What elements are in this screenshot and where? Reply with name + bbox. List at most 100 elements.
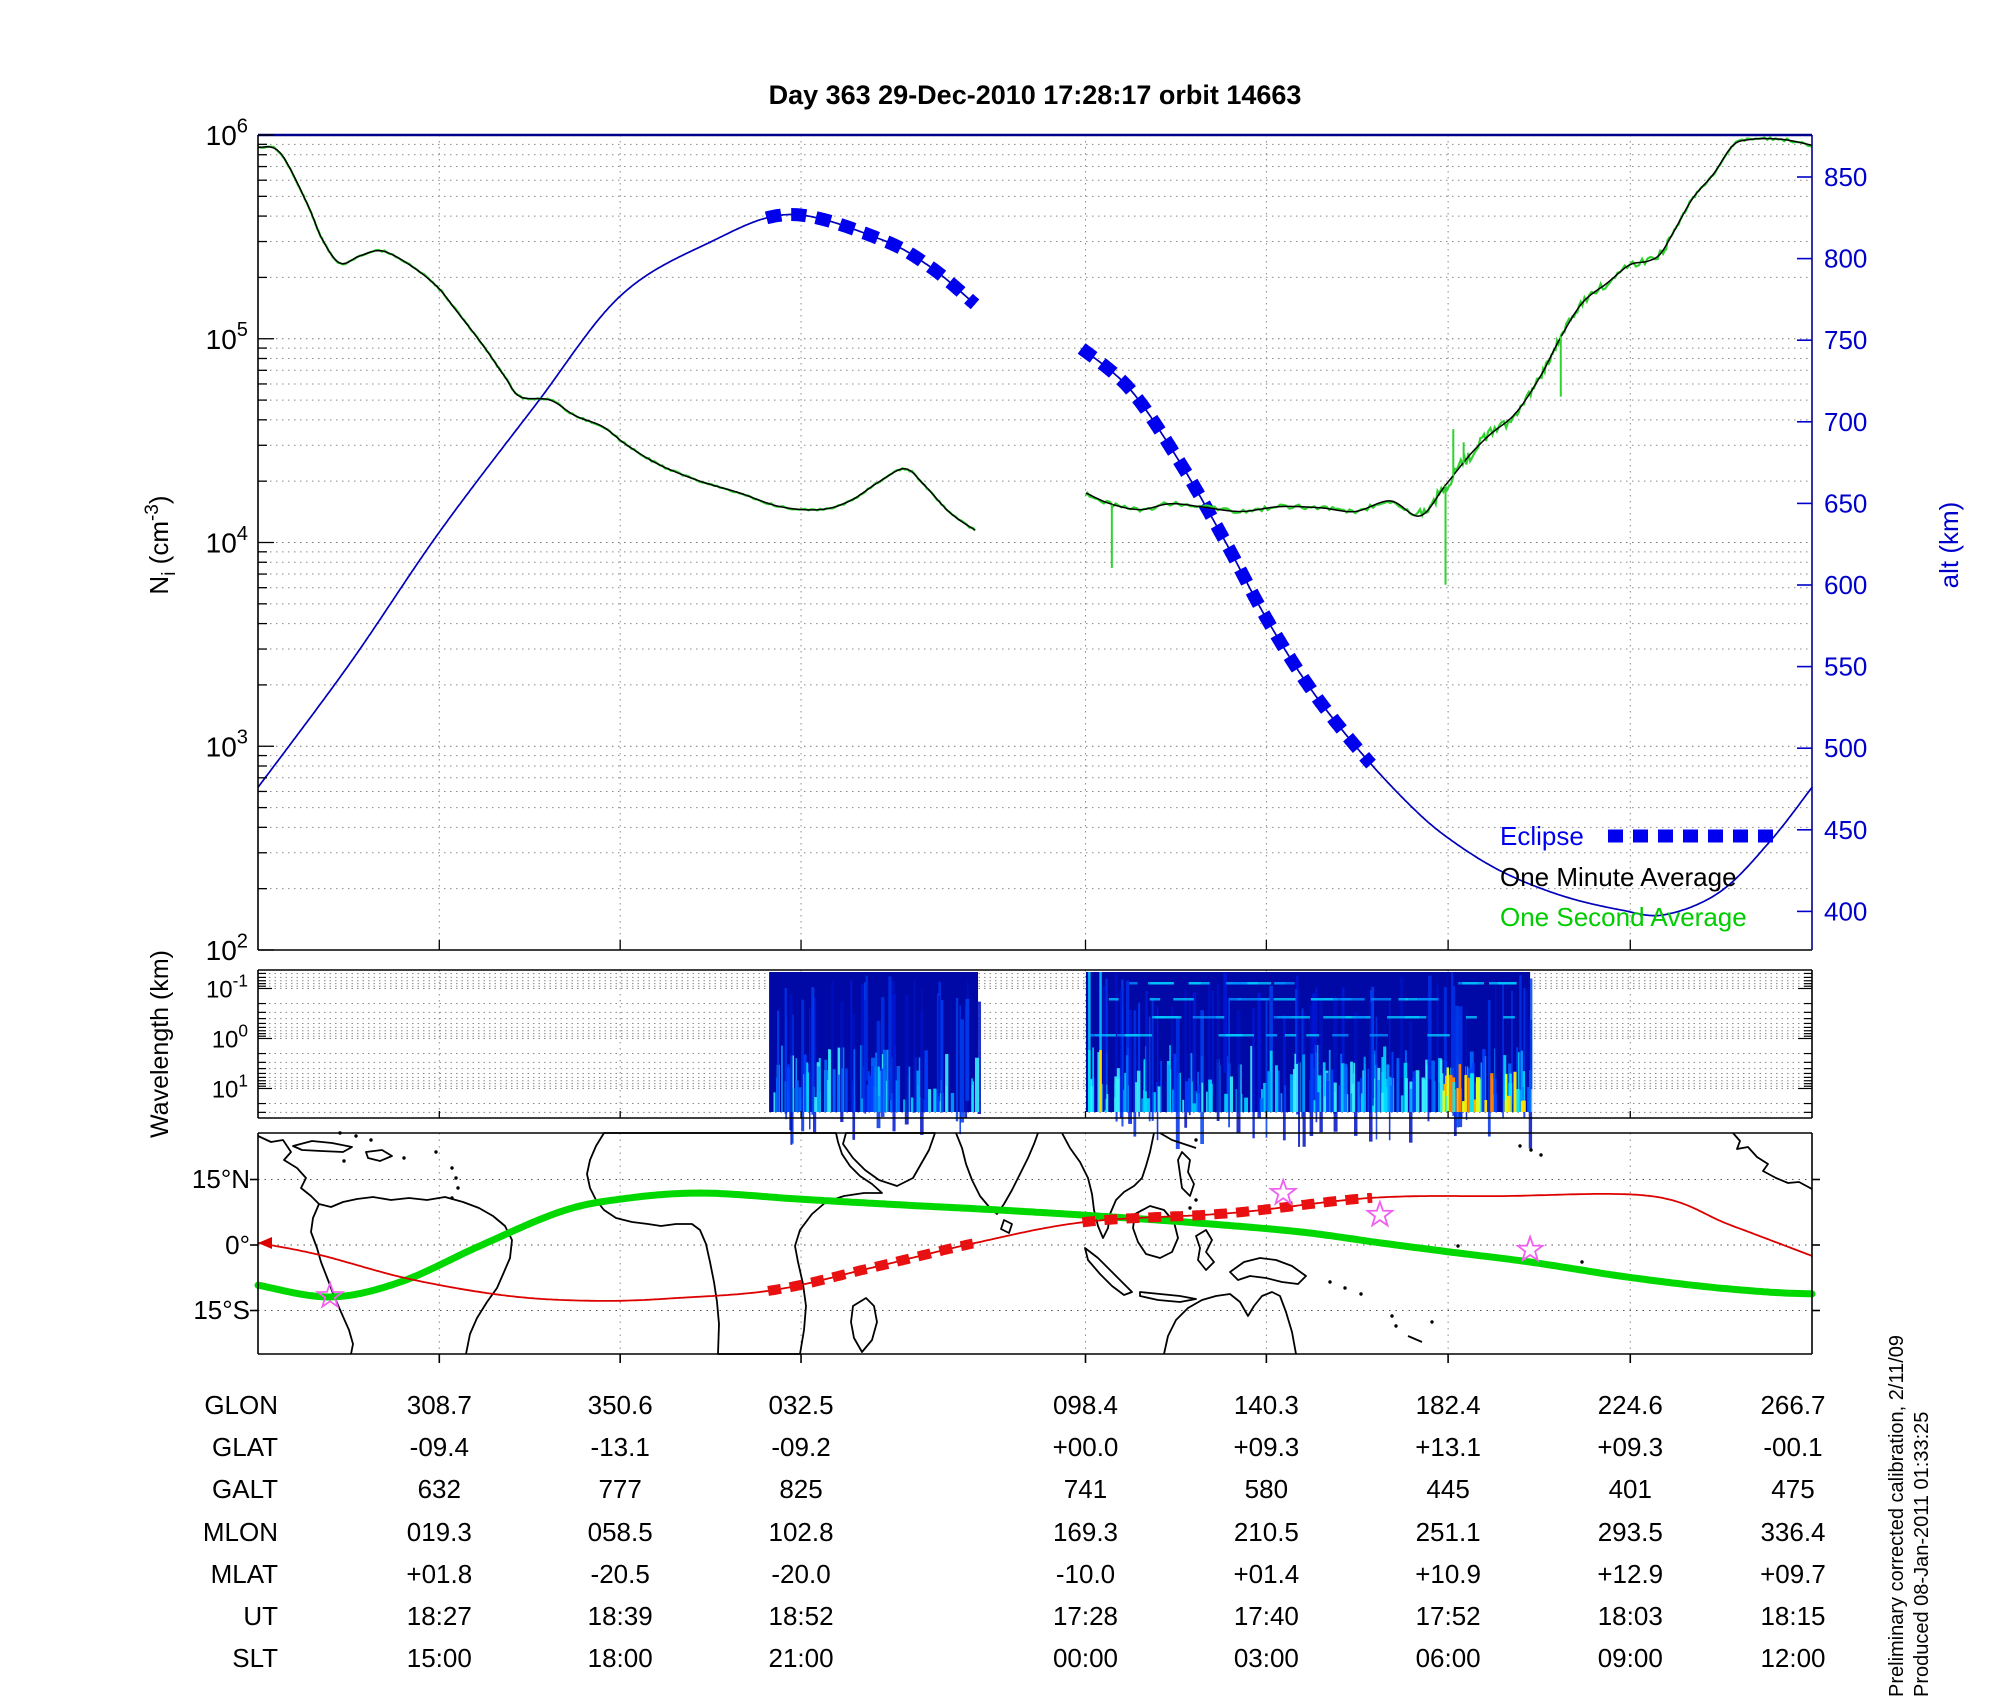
spectrogram-streak — [1119, 989, 1123, 1119]
spectrogram-streak — [1388, 1001, 1391, 1141]
spectrogram-streak — [1223, 972, 1228, 1074]
spectrogram-streak — [1200, 1010, 1204, 1144]
spectrogram-hot-streak — [1456, 1088, 1459, 1112]
spectrogram-band — [1192, 1016, 1220, 1019]
spectrogram-streak — [786, 1067, 791, 1112]
spectrogram-streak — [1465, 1010, 1468, 1120]
spectrogram-streak — [1257, 992, 1261, 1118]
spectrogram-streak — [877, 1066, 880, 1112]
spectrogram-band — [1117, 1034, 1130, 1037]
wavelength-tick-label-base: 10 — [212, 1027, 239, 1054]
spectrogram-band — [1412, 1016, 1427, 1019]
spectrogram-streak — [1525, 990, 1529, 1109]
side-note-calibration: Preliminary corrected calibration, 2/11/… — [1886, 1335, 1908, 1697]
table-cell: 224.6 — [1598, 1390, 1663, 1420]
table-cell: 18:15 — [1760, 1601, 1825, 1631]
spectrogram-streak — [1516, 1047, 1519, 1112]
spectrogram-streak — [1511, 990, 1513, 1105]
island-dot — [1194, 1198, 1198, 1202]
wavelength-tick-label-exp: -1 — [233, 971, 248, 991]
spectrogram-band — [1427, 1034, 1450, 1037]
island-dot — [1390, 1314, 1394, 1318]
spectrogram-band — [1371, 998, 1392, 1001]
island-dot — [1539, 1153, 1543, 1157]
wavelength-tick-label-exp: 0 — [238, 1021, 248, 1041]
spectrogram-streak — [1312, 993, 1316, 1101]
spectrogram-streak — [960, 1019, 965, 1123]
spectrogram-streak — [800, 1099, 803, 1112]
spectrogram-streak — [1135, 1082, 1138, 1112]
spectrogram-streak — [1292, 1069, 1296, 1112]
spectrogram-hot-streak — [1458, 1064, 1462, 1112]
spectrogram-streak — [1451, 972, 1454, 1092]
table-cell: 058.5 — [588, 1517, 653, 1547]
map-eclipse-dashes — [1081, 1192, 1373, 1228]
table-cell: 741 — [1064, 1474, 1107, 1504]
spectrogram-bright-line — [1099, 972, 1102, 1112]
island-dot — [1518, 1144, 1522, 1148]
spectrogram-streak — [910, 1097, 914, 1112]
coastline — [955, 1132, 1039, 1215]
island-dot — [1529, 1148, 1533, 1152]
spectrogram-hot-streak — [1446, 1067, 1449, 1112]
table-cell: 18:27 — [407, 1601, 472, 1631]
island-dot — [450, 1196, 454, 1200]
table-cell: 632 — [418, 1474, 461, 1504]
spectrogram-streak — [1338, 1085, 1341, 1112]
ni-tick-label-base: 10 — [206, 324, 237, 355]
table-cell: -10.0 — [1056, 1559, 1115, 1589]
spectrogram-band — [1089, 1034, 1106, 1037]
spectrogram-hot-streak — [1470, 1073, 1474, 1112]
spectrogram-streak — [806, 1062, 809, 1112]
spectrogram-streak — [1125, 1055, 1129, 1112]
spectrogram-streak — [1250, 1045, 1253, 1112]
table-cell: +00.0 — [1053, 1432, 1119, 1462]
table-cell: 308.7 — [407, 1390, 472, 1420]
spectrogram-streak — [974, 1057, 979, 1112]
spectrogram-streak — [918, 1057, 921, 1112]
spectrogram-streak — [840, 1001, 844, 1123]
ni-tick-label: 106 — [206, 115, 248, 151]
spectrogram-streak — [1455, 1005, 1459, 1128]
spectrogram-bright-line — [1088, 972, 1091, 1112]
spectrogram-streak — [1188, 996, 1191, 1116]
spectrogram-streak — [1267, 1071, 1271, 1112]
spectrogram-streak — [1518, 1089, 1522, 1112]
coastline — [1163, 1291, 1297, 1355]
spectrogram-band — [1462, 982, 1485, 985]
spectrogram-streak — [940, 999, 944, 1113]
spectrogram-streak — [1114, 972, 1118, 1096]
spectrogram-band — [1173, 998, 1194, 1001]
table-cell: 17:28 — [1053, 1601, 1118, 1631]
spectrogram-band — [1404, 1016, 1420, 1019]
spectrogram-streak — [1390, 1085, 1394, 1112]
spectrogram-streak — [904, 994, 909, 1125]
spectrogram-streak — [1399, 977, 1404, 1078]
spectrogram-streak — [1482, 1049, 1486, 1112]
spectrogram-band — [1149, 998, 1161, 1001]
spectrogram-streak — [1412, 1078, 1416, 1112]
island-dot — [456, 1186, 460, 1190]
coastline — [1732, 1132, 1813, 1190]
spectrogram-streak — [828, 1049, 830, 1112]
spectrogram-streak — [1263, 1082, 1268, 1112]
spectrogram-streak — [1431, 1060, 1435, 1112]
spectrogram-band — [1125, 1034, 1153, 1037]
spectrogram-streak — [832, 1069, 836, 1112]
spectrogram-streak — [945, 1054, 949, 1112]
spectrogram-band — [1188, 982, 1210, 985]
spectrogram-band — [1108, 998, 1119, 1001]
spectrogram-streak — [1185, 1081, 1189, 1112]
ni-tick-label-base: 10 — [206, 528, 237, 559]
spectrogram-streak — [1361, 1093, 1365, 1112]
ni-tick-label-exp: 2 — [237, 930, 248, 952]
spectrogram-streak — [1208, 1079, 1212, 1112]
wavelength-tick-label: 101 — [212, 1071, 248, 1104]
spectrogram-streak — [1126, 980, 1130, 1086]
spectrogram-streak — [1092, 1047, 1094, 1112]
island-dot — [450, 1166, 454, 1170]
spectrogram-band — [1417, 998, 1437, 1001]
spectrogram-hot-streak — [1472, 1099, 1478, 1112]
wavelength-tick-label: 100 — [212, 1021, 248, 1054]
table-cell: +09.3 — [1233, 1432, 1299, 1462]
